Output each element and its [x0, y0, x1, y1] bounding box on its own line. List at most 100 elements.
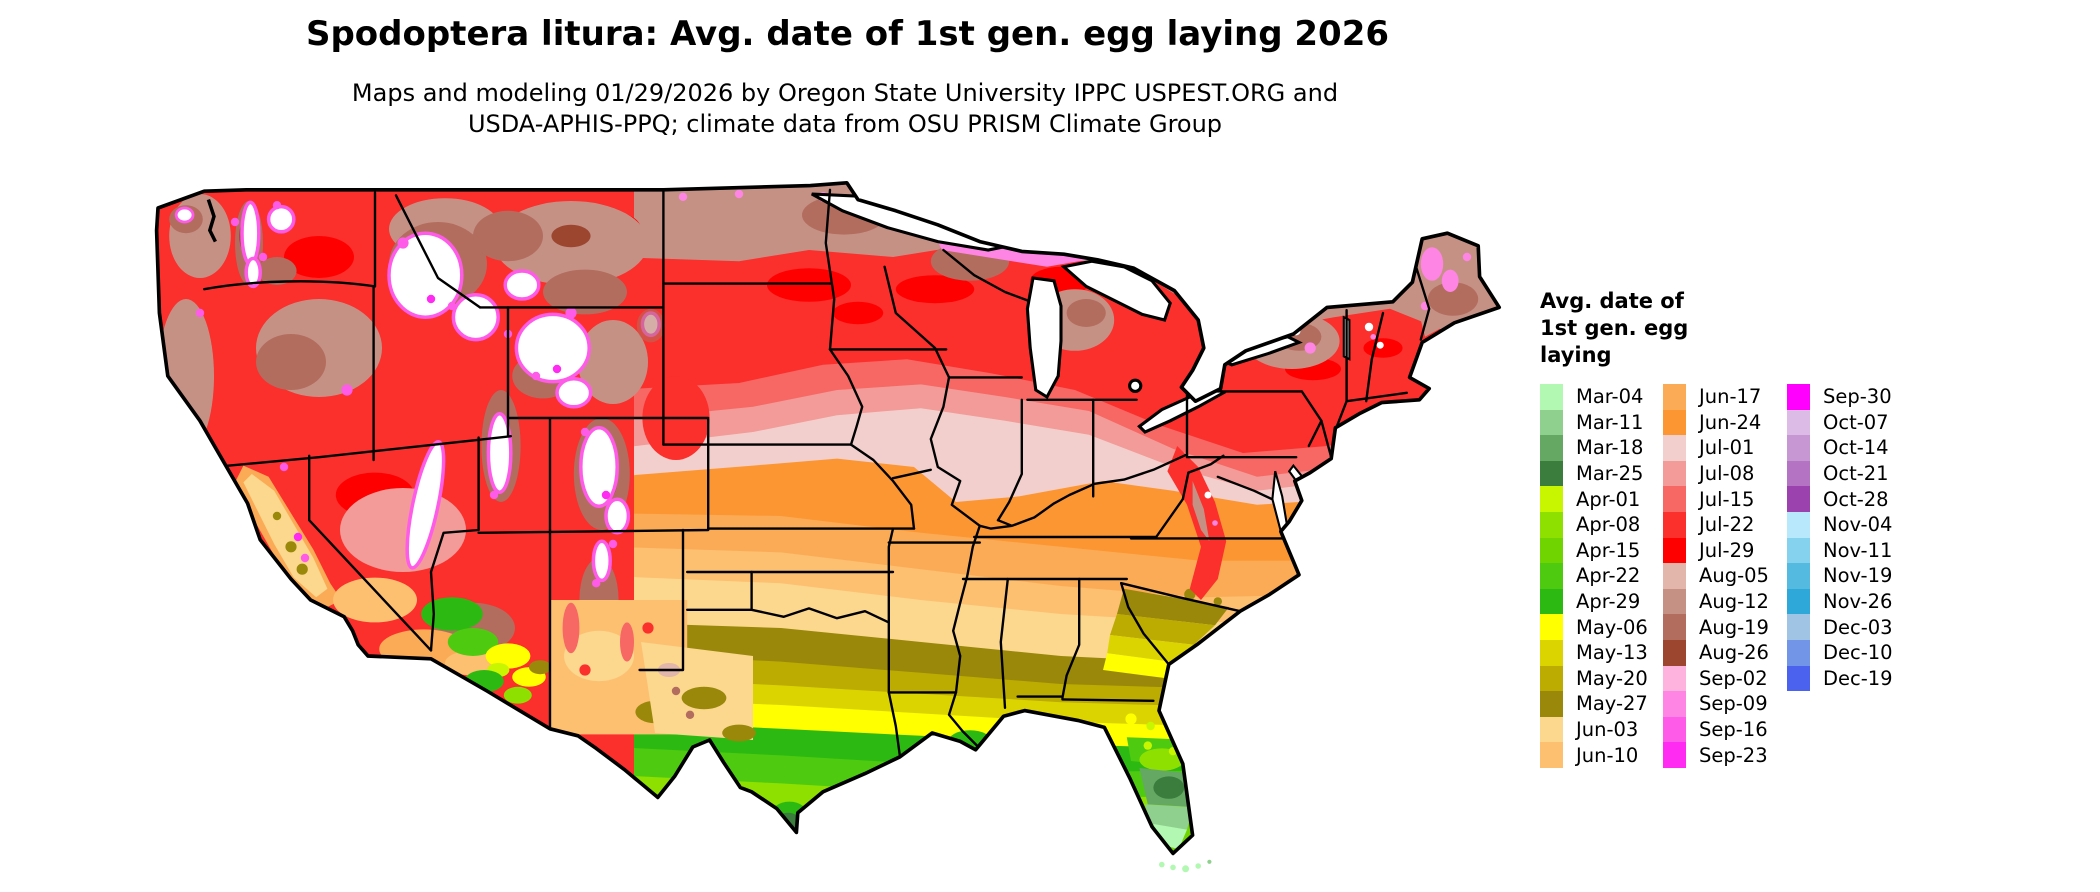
legend-label: Apr-08: [1576, 513, 1641, 537]
appalachian-ridge: [1167, 446, 1227, 600]
legend-swatch: [1663, 588, 1686, 615]
legend-label: Jun-17: [1699, 385, 1762, 409]
legend-item: Mar-11: [1540, 409, 1648, 436]
legend-label: Aug-05: [1699, 564, 1769, 588]
legend-item: May-13: [1540, 639, 1648, 666]
legend-label: May-13: [1576, 641, 1648, 665]
legend-swatch: [1540, 486, 1563, 512]
legend-item: Jul-22: [1663, 511, 1769, 538]
legend-label: May-06: [1576, 615, 1648, 639]
legend-swatch: [1540, 742, 1563, 768]
legend-label: Apr-22: [1576, 564, 1641, 588]
legend-item: Nov-04: [1787, 511, 1893, 538]
legend-item: Jun-10: [1540, 742, 1648, 768]
legend-swatch: [1663, 486, 1686, 512]
legend-swatch: [1663, 384, 1686, 410]
legend-swatch: [1540, 588, 1563, 615]
legend-swatch: [1540, 716, 1563, 743]
legend-swatch: [1787, 435, 1810, 461]
legend-swatch: [1787, 537, 1810, 564]
legend-item: May-06: [1540, 614, 1648, 640]
legend-swatch: [1787, 409, 1810, 436]
legend-swatch: [1787, 460, 1810, 487]
legend-label: Mar-18: [1576, 436, 1644, 460]
map-raster: [156, 182, 1500, 854]
legend-swatch: [1540, 614, 1563, 640]
subtitle-line-1: Maps and modeling 01/29/2026 by Oregon S…: [351, 79, 1339, 107]
legend-swatch: [1663, 537, 1686, 564]
legend-item: Dec-19: [1787, 665, 1893, 692]
legend-label: Jun-03: [1576, 718, 1639, 742]
legend-swatch: [1663, 435, 1686, 461]
legend-swatch: [1540, 563, 1563, 589]
legend-swatch: [1663, 460, 1686, 487]
legend-item: Mar-25: [1540, 460, 1648, 487]
legend-label: Jul-22: [1699, 513, 1755, 537]
legend-label: Apr-29: [1576, 590, 1641, 614]
legend-swatch: [1787, 588, 1810, 615]
legend-item: Apr-01: [1540, 486, 1648, 512]
legend-swatch: [1663, 691, 1686, 717]
legend-item: Jul-15: [1663, 486, 1769, 512]
legend-item: Jul-29: [1663, 537, 1769, 564]
la-delta-green: [947, 730, 993, 756]
legend-item: Jun-24: [1663, 409, 1769, 436]
legend-item: Oct-21: [1787, 460, 1893, 487]
legend-swatch: [1663, 563, 1686, 589]
legend-swatch: [1663, 665, 1686, 692]
legend-label: Aug-12: [1699, 590, 1769, 614]
legend-item: Oct-28: [1787, 486, 1893, 512]
legend-item: Aug-19: [1663, 614, 1769, 640]
legend-item: Jun-17: [1663, 384, 1769, 410]
legend-item: Apr-22: [1540, 563, 1648, 589]
legend-item: Apr-08: [1540, 511, 1648, 538]
legend-label: May-20: [1576, 666, 1648, 690]
legend-item: Aug-26: [1663, 639, 1769, 666]
legend-swatch: [1663, 742, 1686, 768]
legend-swatch: [1663, 639, 1686, 666]
legend-item: Sep-09: [1663, 691, 1769, 717]
legend-label: Jul-29: [1699, 538, 1755, 562]
subtitle-line-2: USDA-APHIS-PPQ; climate data from OSU PR…: [467, 110, 1223, 138]
legend-label: Jul-15: [1699, 487, 1755, 511]
legend-swatch: [1540, 460, 1563, 487]
map-subtitle: Maps and modeling 01/29/2026 by Oregon S…: [0, 78, 1690, 140]
us-outline: [154, 180, 1502, 856]
legend-item: Sep-23: [1663, 742, 1769, 768]
legend-swatch: [1540, 691, 1563, 717]
state-borders: [168, 188, 1431, 758]
legend-label: Aug-26: [1699, 641, 1769, 665]
legend-swatch: [1540, 435, 1563, 461]
legend-column-2: Jun-17 Jun-24 Jul-01 Jul-08 Jul-15 Jul-22 Jul-…: [1663, 384, 1769, 768]
legend-label: Sep-09: [1699, 692, 1768, 716]
legend-swatch: [1540, 639, 1563, 666]
legend-swatch: [1540, 537, 1563, 564]
legend-item: Nov-11: [1787, 537, 1893, 564]
legend-column-3: Sep-30 Oct-07 Oct-14 Oct-21 Oct-28 Nov-04 Nov-…: [1787, 384, 1893, 692]
us-map: [150, 180, 1510, 880]
legend-item: Dec-03: [1787, 614, 1893, 640]
legend-label: Nov-04: [1823, 513, 1893, 537]
legend-label: Sep-23: [1699, 743, 1768, 767]
legend-label: Nov-11: [1823, 538, 1893, 562]
legend-item: Oct-07: [1787, 409, 1893, 436]
legend-item: Apr-29: [1540, 588, 1648, 615]
legend-item: Dec-10: [1787, 639, 1893, 666]
legend-label: Dec-10: [1823, 641, 1893, 665]
date-bands: [613, 182, 1500, 854]
legend-label: Aug-19: [1699, 615, 1769, 639]
legend-item: Oct-14: [1787, 435, 1893, 461]
legend-item: Nov-19: [1787, 563, 1893, 589]
legend-label: Sep-02: [1699, 666, 1768, 690]
legend-item: Jun-03: [1540, 716, 1648, 743]
legend-swatch: [1540, 384, 1563, 410]
legend-column-1: Mar-04 Mar-11 Mar-18 Mar-25 Apr-01 Apr-08 Apr-…: [1540, 384, 1648, 768]
legend-swatch: [1787, 384, 1810, 410]
legend-item: May-20: [1540, 665, 1648, 692]
legend-swatch: [1540, 665, 1563, 692]
legend-swatch: [1663, 409, 1686, 436]
legend-swatch: [1787, 614, 1810, 640]
legend-swatch: [1663, 511, 1686, 538]
legend-item: Mar-18: [1540, 435, 1648, 461]
